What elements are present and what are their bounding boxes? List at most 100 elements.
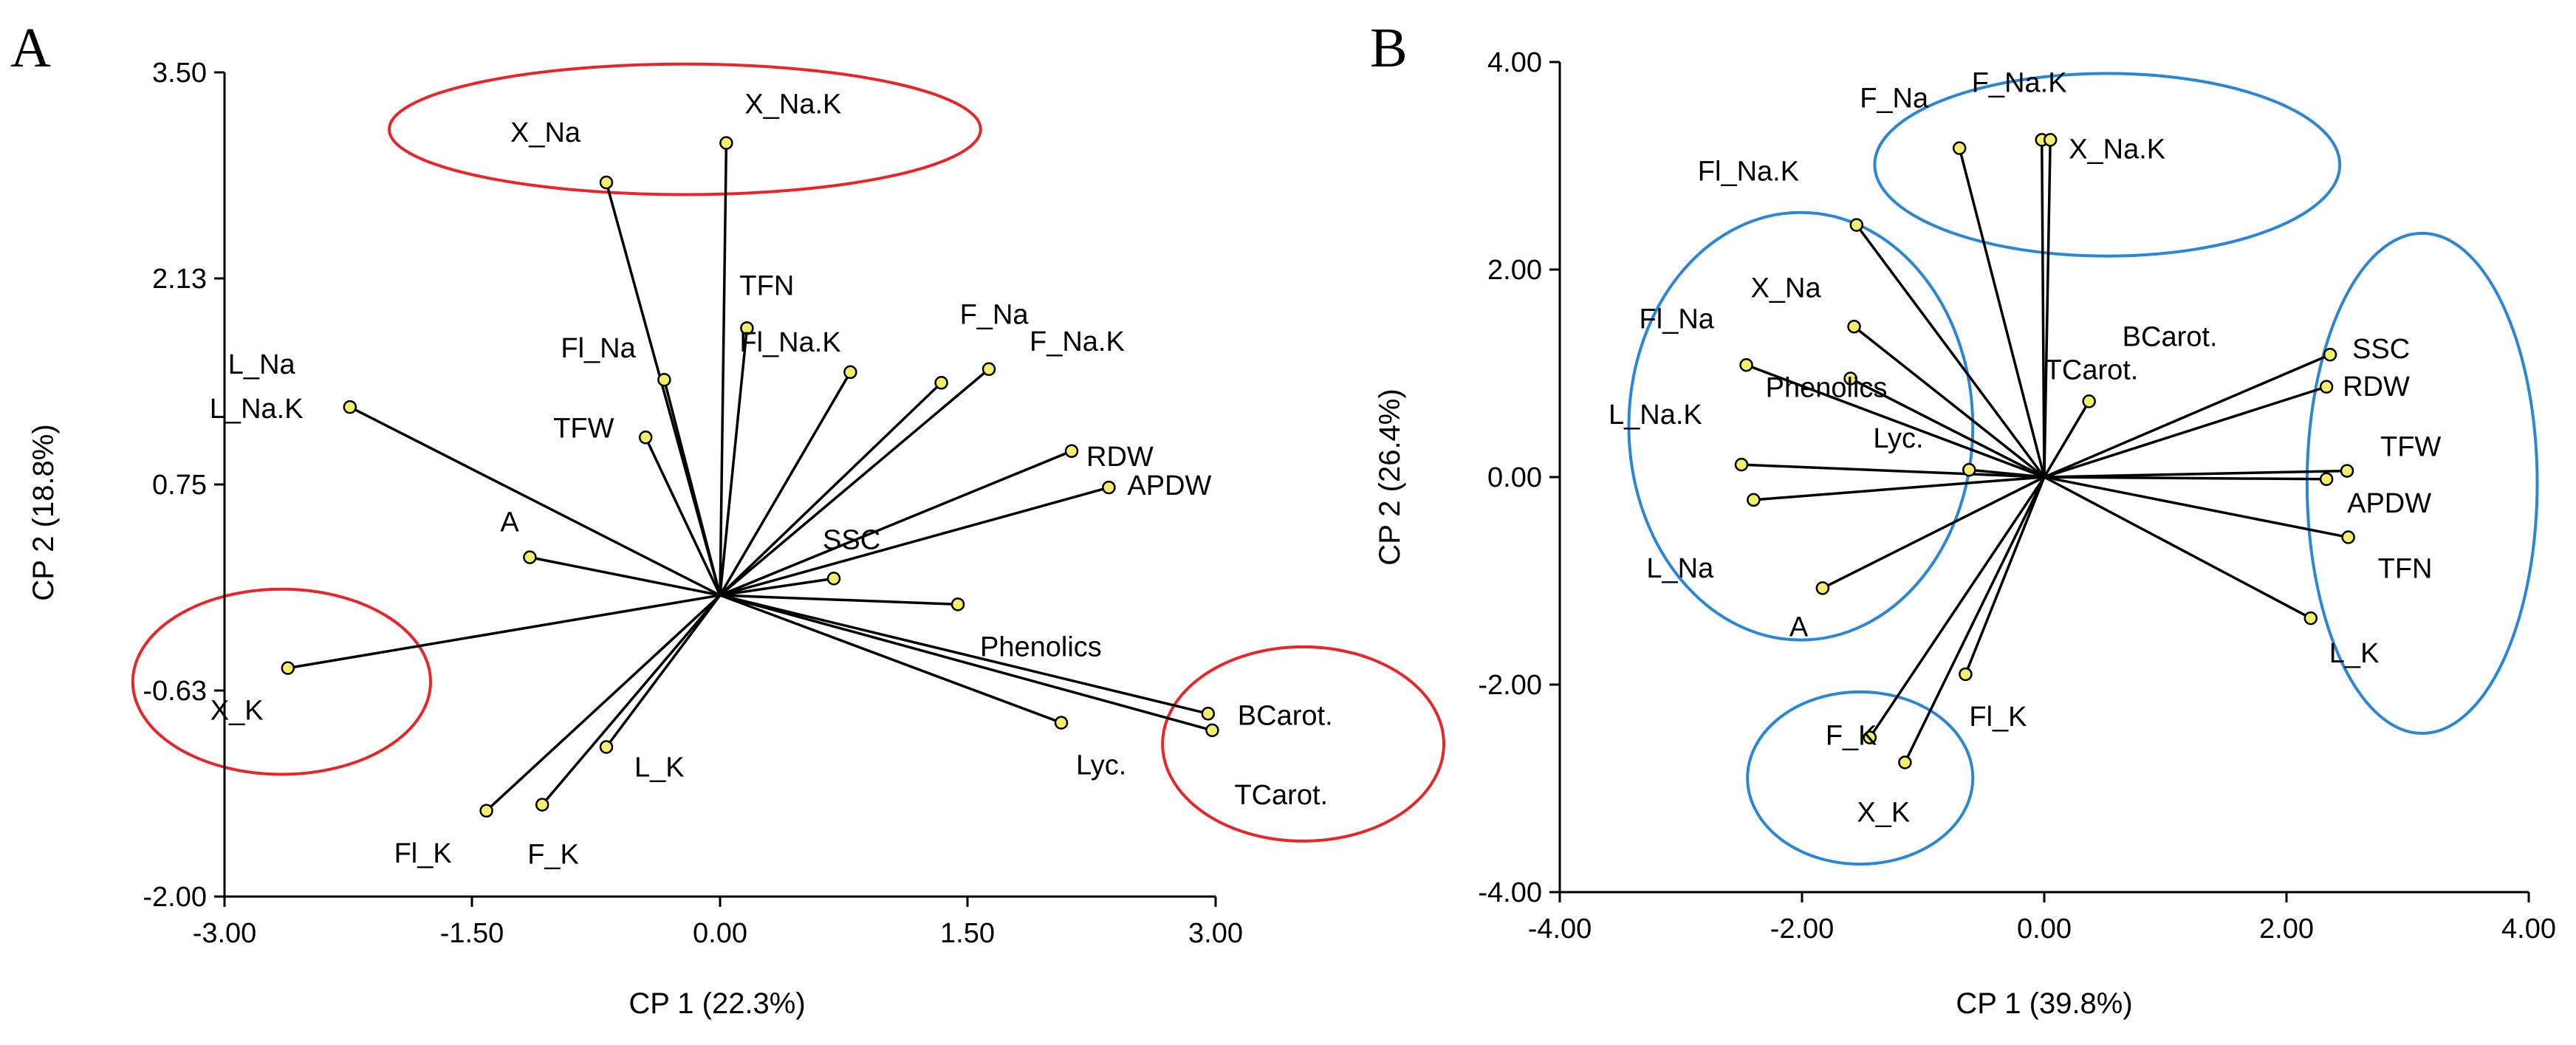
panel-b-point-lyc (1962, 462, 1976, 477)
panel-b-point-tfw (2340, 464, 2354, 478)
panel-b-vector-phenolics (1849, 377, 2045, 479)
panel-b-y-tick-label: 4.00 (1487, 47, 1542, 78)
panel-b-vector-f-na-k (2040, 140, 2046, 478)
panel-b-group-ellipse-1 (1873, 72, 2342, 258)
panel-b-biplot: B -4.00 -2.00 0.00 2.00 4.00 4.00 2.00 0.00 -2.0… (1370, 17, 2556, 1020)
panel-b-vector-apdw (2044, 476, 2327, 481)
panel-b-vector-x-na (1853, 325, 2046, 479)
panel-a-label-x-na: X_Na (510, 117, 581, 148)
panel-b-y-axis-label: CP 2 (26.4%) (1374, 388, 1406, 565)
panel-b-label-phenolics: Phenolics (1766, 373, 1888, 404)
panel-b-vector-f-k (1868, 476, 2046, 739)
panel-a-label-rdw: RDW (1086, 442, 1154, 473)
panel-b-point-apdw (2319, 472, 2334, 487)
panel-b-label-l-k: L_K (2329, 638, 2380, 669)
panel-a-point-tfw (638, 431, 653, 445)
panel-b-label-tfw: TFW (2380, 432, 2441, 463)
panel-a-vector-l-na (349, 405, 721, 597)
panel-b-point-a (1815, 581, 1830, 595)
panel-a-point-tfn (740, 321, 754, 335)
panel-a-label-x-na-k: X_Na.K (744, 89, 841, 120)
panel-a-y-tick-label: 2.13 (152, 264, 207, 295)
panel-a-label-tcarot: TCarot. (1234, 780, 1328, 811)
panel-a-point-ssc (826, 572, 841, 586)
panel-b-x-tick-label: 2.00 (2259, 914, 2314, 945)
panel-b-vector-rdw (2044, 386, 2327, 479)
panel-a-label-f-na-k: F_Na.K (1030, 326, 1125, 357)
panel-a-x-tick-label: -1.50 (440, 918, 504, 949)
panel-a-point-x-na (599, 175, 614, 190)
panel-b-label-apdw: APDW (2347, 488, 2431, 519)
panel-b-label-x-k: X_K (1857, 797, 1910, 828)
panel-a-vector-bcarot (719, 594, 1209, 715)
panel-a-x-tick-label: 0.00 (693, 918, 747, 949)
panel-a-point-f-na-k (982, 362, 996, 377)
panel-a-vector-x-na-k (719, 143, 728, 596)
panel-b-x-tick-label: 0.00 (2017, 914, 2072, 945)
panel-a-group-ellipse-3 (1161, 645, 1445, 843)
panel-b-vector-fl-na (1745, 363, 2045, 479)
panel-a-vector-fl-na-k (719, 371, 852, 596)
panel-b-point-f-k (1863, 730, 1877, 744)
panel-a-label-l-na: L_Na (228, 349, 296, 380)
panel-b-x-axis-label: CP 1 (39.8%) (1956, 987, 2132, 1020)
panel-b-vector-lyc (1969, 468, 2045, 479)
panel-a-point-fl-k (479, 804, 493, 818)
panel-a-vector-f-na-k (719, 368, 990, 597)
panel-b-point-ssc (2323, 347, 2337, 362)
panel-b-vector-a (1822, 476, 2045, 589)
panel-b-label-f-na-k: F_Na.K (1972, 67, 2067, 98)
panel-a-vector-fl-k (485, 594, 722, 812)
panel-b-y-tick-label: -2.00 (1478, 670, 1542, 701)
panel-a-vector-f-na (719, 382, 942, 597)
panel-b-label-x-na: X_Na (1751, 273, 1822, 304)
panel-a-vector-tfw (644, 436, 722, 596)
panel-a-point-phenolics (950, 597, 965, 611)
panel-b-point-bcarot (2082, 394, 2096, 408)
panel-b-vector-tfw (2044, 469, 2348, 479)
panel-a-label-l-na-k: L_Na.K (210, 394, 304, 425)
panel-a-y-tick-label: -2.00 (143, 882, 207, 913)
panel-b-vector-f-na (1958, 148, 2046, 478)
panel-a-vector-apdw (719, 486, 1109, 597)
panel-a-vector-a (530, 555, 721, 597)
panel-b-label-f-k: F_K (1826, 721, 1877, 752)
panel-b-label-fl-na: Fl_Na (1640, 304, 1715, 335)
panel-a-vector-tfn (719, 328, 749, 596)
panel-b-label-lyc: Lyc. (1873, 423, 1923, 454)
panel-a-point-f-k (535, 798, 549, 812)
panel-a-point-x-na-k (719, 136, 733, 150)
panel-a-x-tick-label: 1.50 (940, 918, 995, 949)
panel-a-label-phenolics: Phenolics (980, 631, 1102, 662)
panel-a-label-f-na: F_Na (960, 299, 1030, 330)
panel-b-vector-x-na-k (2043, 140, 2052, 478)
panel-a-vector-f-k (541, 594, 722, 806)
panel-a-vector-tcarot (719, 594, 1213, 732)
panel-a-label-fl-k: Fl_K (394, 838, 452, 869)
panel-a-label-l-k: L_K (634, 753, 685, 784)
panel-b-label-x-na-k: X_Na.K (2069, 134, 2165, 165)
panel-a-label-apdw: APDW (1127, 470, 1211, 501)
panel-b-point-phenolics (1843, 371, 1857, 386)
panel-b-vector-fl-na-k (1855, 224, 2046, 479)
panel-a-point-l-k (599, 740, 614, 754)
panel-b-vector-l-k (2044, 476, 2312, 620)
panel-a-vector-lyc (719, 594, 1062, 724)
panel-b-label-tfn: TFN (2378, 553, 2433, 584)
panel-a-point-f-na (934, 376, 948, 390)
panel-a-label-bcarot: BCarot. (1238, 700, 1333, 731)
panel-b-point-x-na-k (2043, 133, 2058, 147)
panel-b-point-l-na (1747, 493, 1761, 507)
panel-a-biplot: A -3.00 -1.50 0.00 1.50 3.00 3.50 2.13 0.75 -0.6… (10, 17, 1445, 1020)
panel-b-label-fl-na-k: Fl_Na.K (1698, 157, 1799, 188)
panel-b-letter: B (1370, 17, 1408, 79)
panel-a-label-a: A (500, 507, 519, 538)
panel-b-y-tick-label: 0.00 (1487, 462, 1542, 493)
panel-b-vector-bcarot (2043, 400, 2091, 478)
panel-b-label-fl-k: Fl_K (1969, 702, 2027, 733)
panel-b-point-f-na (1952, 141, 1967, 155)
panel-a-point-lyc (1054, 716, 1069, 730)
panel-a-vector-phenolics (719, 594, 959, 606)
panel-a-x-tick-label: 3.00 (1188, 918, 1243, 949)
